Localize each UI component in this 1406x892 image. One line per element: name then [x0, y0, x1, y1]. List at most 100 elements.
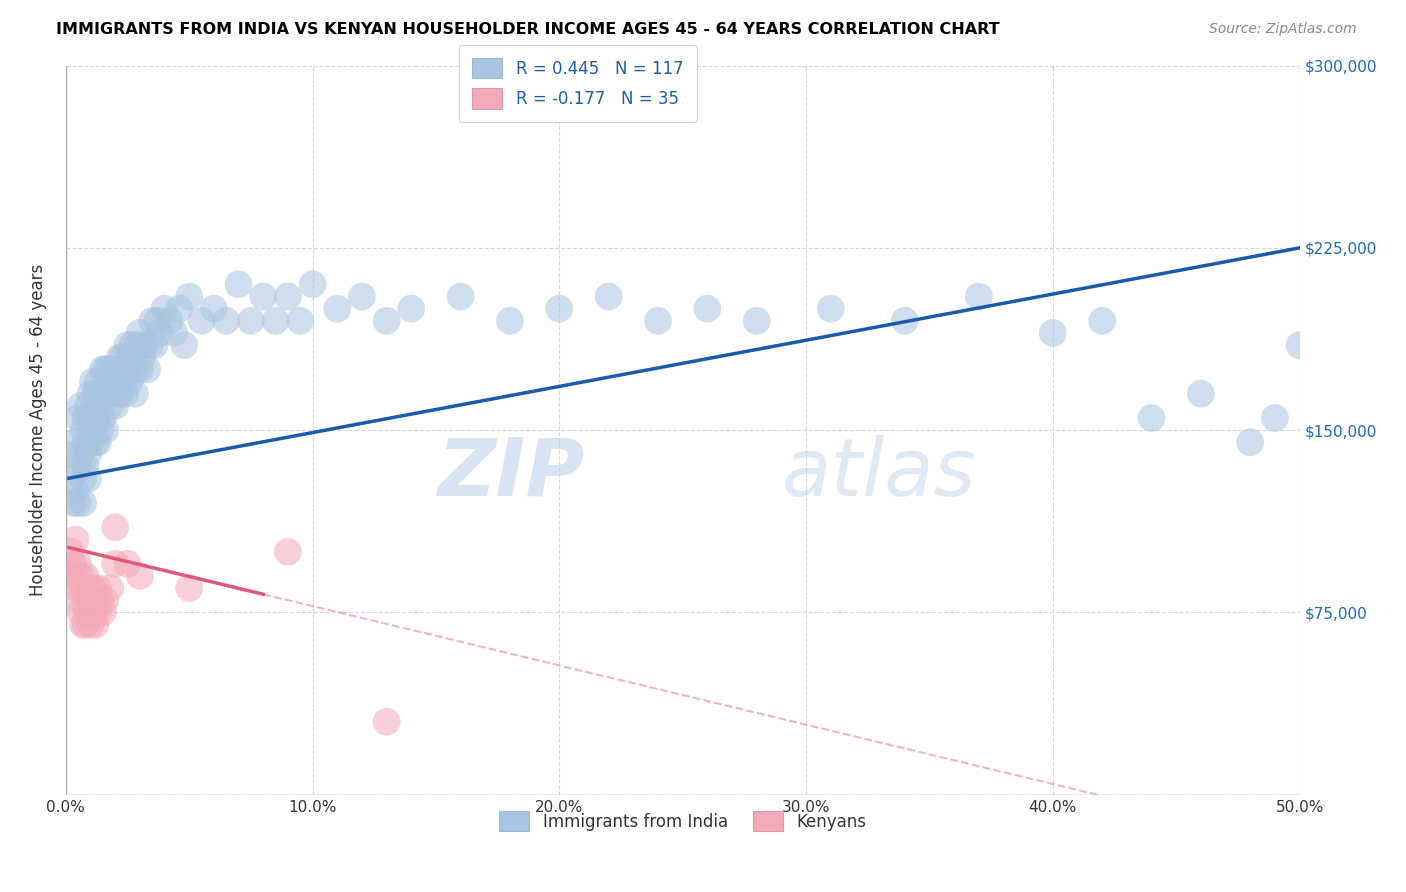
Point	[117, 557, 139, 571]
Point	[1362, 192, 1385, 206]
Point	[228, 277, 250, 292]
Point	[1313, 144, 1336, 158]
Point	[94, 423, 117, 437]
Text: Source: ZipAtlas.com: Source: ZipAtlas.com	[1209, 22, 1357, 37]
Point	[91, 362, 114, 376]
Point	[118, 375, 141, 389]
Point	[117, 362, 139, 376]
Point	[1091, 314, 1114, 328]
Point	[1399, 168, 1406, 182]
Point	[69, 399, 91, 413]
Text: atlas: atlas	[782, 435, 976, 513]
Point	[79, 593, 101, 607]
Point	[104, 375, 127, 389]
Point	[118, 350, 141, 364]
Point	[67, 557, 90, 571]
Point	[277, 544, 299, 558]
Point	[94, 386, 117, 401]
Point	[59, 544, 82, 558]
Point	[62, 496, 84, 510]
Point	[190, 314, 212, 328]
Point	[65, 581, 87, 595]
Point	[108, 386, 131, 401]
Point	[104, 557, 127, 571]
Point	[65, 435, 87, 450]
Point	[87, 606, 110, 620]
Point	[202, 301, 225, 316]
Point	[143, 338, 166, 352]
Point	[647, 314, 669, 328]
Point	[101, 386, 124, 401]
Point	[1264, 411, 1286, 425]
Point	[264, 314, 287, 328]
Point	[375, 714, 398, 729]
Point	[107, 362, 129, 376]
Point	[65, 533, 87, 547]
Point	[84, 435, 107, 450]
Point	[65, 483, 87, 498]
Point	[375, 314, 398, 328]
Point	[67, 411, 90, 425]
Point	[77, 399, 100, 413]
Point	[72, 496, 94, 510]
Point	[696, 301, 718, 316]
Point	[173, 338, 195, 352]
Point	[141, 314, 163, 328]
Point	[82, 581, 104, 595]
Point	[290, 314, 312, 328]
Point	[104, 520, 127, 534]
Point	[114, 362, 136, 376]
Point	[450, 289, 472, 303]
Point	[179, 289, 201, 303]
Point	[91, 606, 114, 620]
Point	[97, 362, 120, 376]
Point	[252, 289, 274, 303]
Point	[87, 435, 110, 450]
Point	[72, 423, 94, 437]
Point	[124, 362, 146, 376]
Point	[69, 606, 91, 620]
Y-axis label: Householder Income Ages 45 - 64 years: Householder Income Ages 45 - 64 years	[30, 264, 46, 596]
Point	[79, 435, 101, 450]
Point	[111, 350, 134, 364]
Point	[62, 557, 84, 571]
Point	[79, 386, 101, 401]
Point	[62, 569, 84, 583]
Point	[136, 362, 159, 376]
Text: IMMIGRANTS FROM INDIA VS KENYAN HOUSEHOLDER INCOME AGES 45 - 64 YEARS CORRELATIO: IMMIGRANTS FROM INDIA VS KENYAN HOUSEHOL…	[56, 22, 1000, 37]
Point	[87, 411, 110, 425]
Point	[239, 314, 262, 328]
Point	[117, 338, 139, 352]
Point	[75, 411, 97, 425]
Point	[148, 326, 170, 340]
Point	[1239, 435, 1261, 450]
Point	[128, 326, 150, 340]
Point	[215, 314, 238, 328]
Point	[326, 301, 349, 316]
Point	[598, 289, 620, 303]
Point	[69, 569, 91, 583]
Point	[67, 459, 90, 474]
Point	[84, 386, 107, 401]
Point	[75, 593, 97, 607]
Point	[114, 386, 136, 401]
Point	[79, 617, 101, 632]
Point	[77, 581, 100, 595]
Point	[134, 338, 156, 352]
Text: ZIP: ZIP	[437, 435, 583, 513]
Point	[131, 350, 153, 364]
Point	[1189, 386, 1212, 401]
Point	[101, 362, 124, 376]
Point	[94, 593, 117, 607]
Point	[82, 375, 104, 389]
Point	[75, 435, 97, 450]
Point	[72, 617, 94, 632]
Point	[820, 301, 842, 316]
Point	[98, 581, 121, 595]
Point	[548, 301, 571, 316]
Point	[745, 314, 768, 328]
Point	[894, 314, 917, 328]
Point	[69, 447, 91, 461]
Point	[77, 472, 100, 486]
Point	[401, 301, 423, 316]
